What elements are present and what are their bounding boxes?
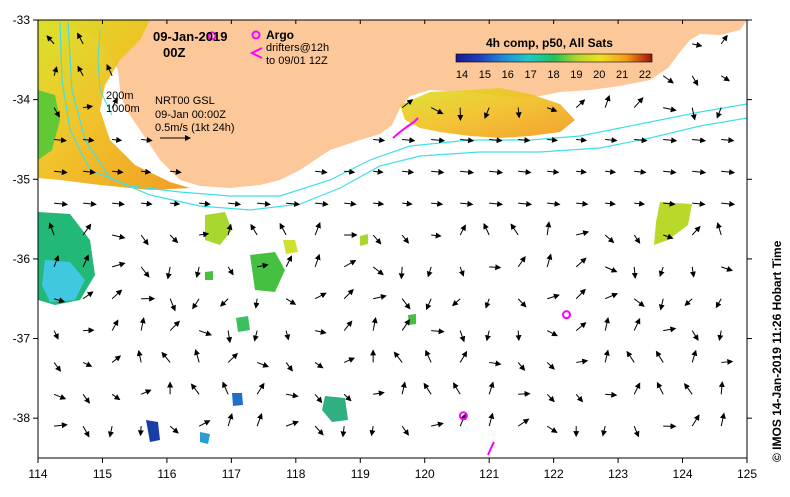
- isobath-200m-label: 200m: [106, 90, 134, 102]
- colorbar-tick-label: 18: [547, 69, 559, 81]
- colorbar-tick-label: 14: [456, 69, 468, 81]
- colorbar-tick-label: 15: [479, 69, 491, 81]
- y-tick-label: -35: [13, 172, 31, 186]
- x-tick-label: 114: [28, 467, 47, 481]
- drifter-legend-line2: to 09/01 12Z: [266, 55, 328, 67]
- x-tick-label: 120: [415, 467, 435, 481]
- current-vector: [518, 331, 519, 341]
- x-tick-label: 124: [673, 467, 693, 481]
- colorbar-title: 4h comp, p50, All Sats: [486, 36, 613, 50]
- x-tick-label: 116: [157, 467, 176, 481]
- x-tick-label: 117: [222, 467, 241, 481]
- x-tick-label: 125: [737, 467, 757, 481]
- colorbar-tick-label: 19: [570, 69, 582, 81]
- sst-patch-small-mid: [360, 234, 368, 246]
- sst-patch-south2: [232, 393, 243, 406]
- colorbar-tick-label: 22: [639, 69, 651, 81]
- sst-patch-small-east: [408, 314, 416, 325]
- isobath-1000m-label: 1000m: [106, 103, 140, 115]
- current-vector: [489, 267, 500, 268]
- colorbar-tick-label: 17: [525, 69, 537, 81]
- argo-legend-label: Argo: [266, 28, 294, 42]
- colorbar-tick-label: 16: [502, 69, 514, 81]
- current-vector: [518, 394, 529, 395]
- y-tick-label: -34: [13, 93, 31, 107]
- x-tick-label: 123: [608, 467, 628, 481]
- colorbar-tick-label: 20: [593, 69, 605, 81]
- y-tick-label: -33: [13, 13, 31, 27]
- y-tick-label: -38: [13, 411, 31, 425]
- map-time-title: 00Z: [163, 45, 185, 60]
- x-tick-label: 118: [286, 467, 305, 481]
- x-tick-label: 115: [93, 467, 112, 481]
- current-vector: [141, 426, 142, 435]
- credit-text: © IMOS 14-Jan-2019 11:26 Hobart Time: [770, 240, 784, 462]
- product-time-label: 09-Jan 00:00Z: [155, 109, 226, 121]
- product-label: NRT00 GSL: [155, 95, 215, 107]
- colorbar-tick-label: 21: [616, 69, 628, 81]
- colorbar: [456, 54, 652, 62]
- map-date-title: 09-Jan-2019: [153, 29, 227, 44]
- colorbar-ticks: 14 15 16 17 18 19 20 21 22: [456, 69, 651, 81]
- sst-patch-south4: [236, 316, 250, 332]
- y-tick-label: -37: [13, 332, 31, 346]
- scale-label: 0.5m/s (1kt 24h): [155, 122, 234, 134]
- drifter-legend-line1: drifters@12h: [266, 42, 329, 54]
- y-tick-label: -36: [13, 252, 31, 266]
- sst-patch-small-west: [205, 271, 213, 280]
- x-tick-label: 119: [351, 467, 370, 481]
- x-tick-label: 121: [479, 467, 499, 481]
- x-tick-label: 122: [544, 467, 564, 481]
